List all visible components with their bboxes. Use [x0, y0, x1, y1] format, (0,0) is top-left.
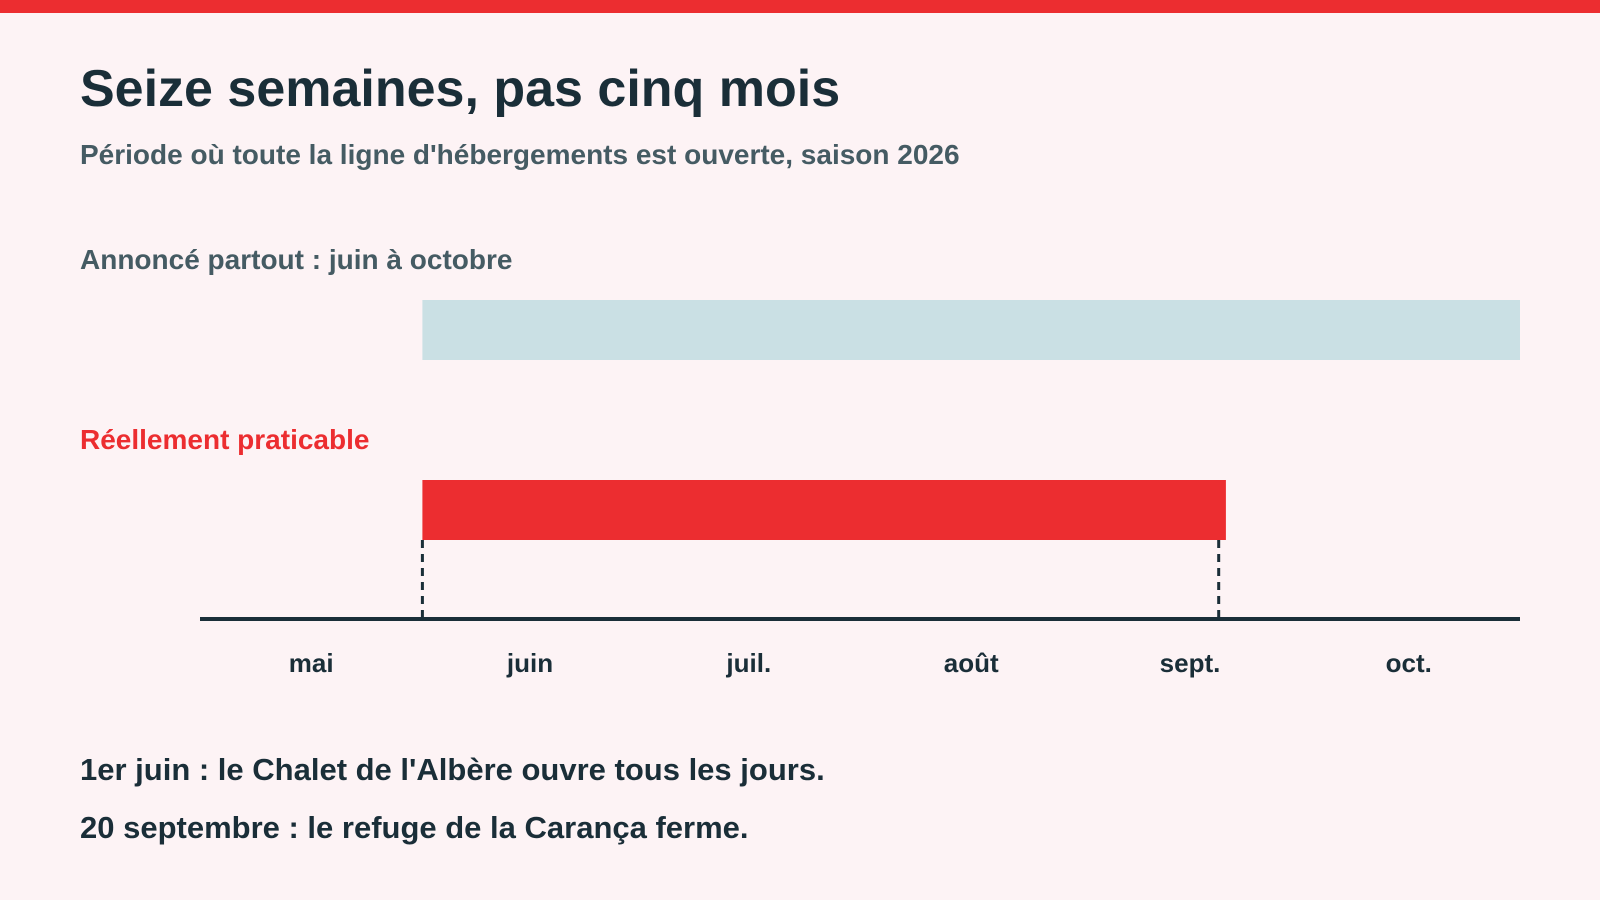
x-tick-label: août: [944, 648, 999, 678]
page-title: Seize semaines, pas cinq mois: [80, 60, 841, 118]
x-tick-label: juin: [506, 648, 553, 678]
range-bar-actual: [422, 480, 1226, 540]
series-label-actual: Réellement praticable: [80, 424, 370, 455]
x-tick-label: oct.: [1386, 648, 1432, 678]
x-tick-label: sept.: [1160, 648, 1221, 678]
note-closing: 20 septembre : le refuge de la Carança f…: [80, 810, 749, 845]
note-opening: 1er juin : le Chalet de l'Albère ouvre t…: [80, 752, 825, 787]
top-accent-bar: [0, 0, 1600, 13]
series-label-announced: Annoncé partout : juin à octobre: [80, 244, 513, 275]
page-subtitle: Période où toute la ligne d'hébergements…: [80, 139, 960, 170]
x-tick-label: mai: [289, 648, 334, 678]
range-bar-announced: [422, 300, 1520, 360]
x-tick-label: juil.: [725, 648, 771, 678]
